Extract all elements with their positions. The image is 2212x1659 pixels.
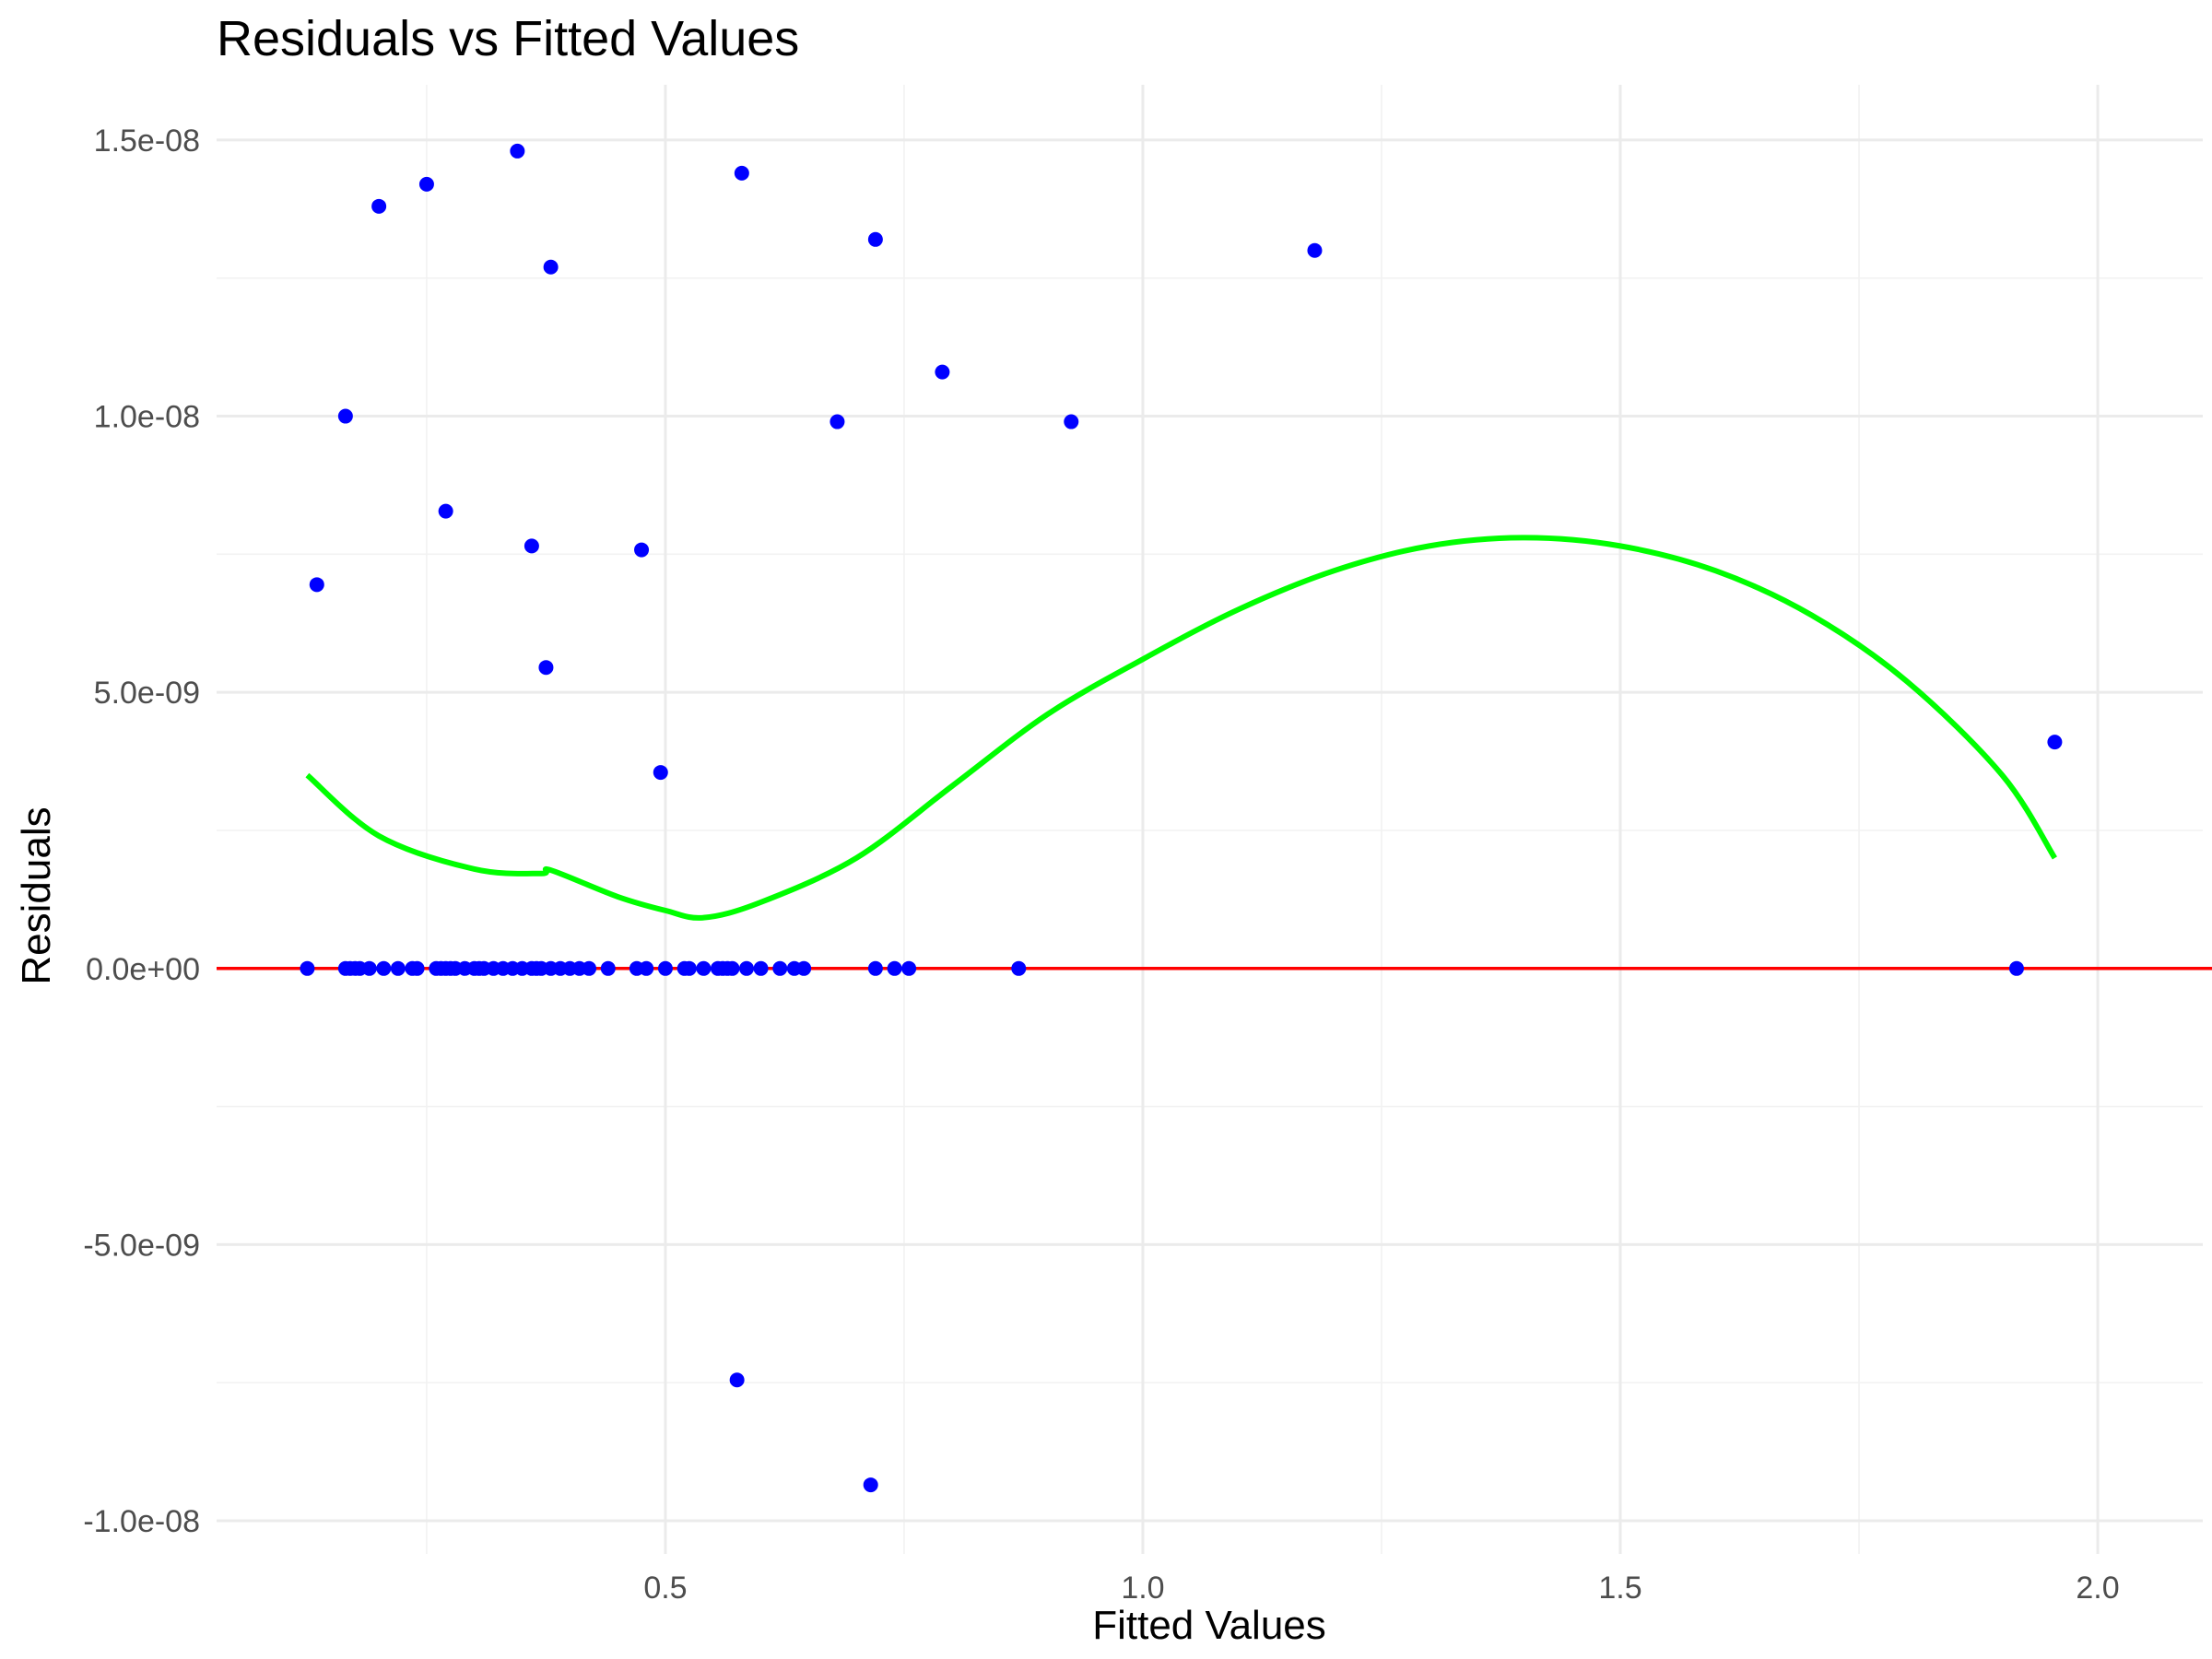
data-point: [2008, 960, 2024, 976]
y-axis-label: Residuals: [14, 806, 59, 984]
data-point: [438, 503, 453, 519]
data-point: [867, 231, 883, 247]
data-point: [867, 960, 883, 976]
data-point: [309, 577, 324, 593]
data-point: [681, 960, 697, 976]
x-tick-labels: 0.5 1.0 1.5 2.0: [643, 1571, 2119, 1606]
data-point: [361, 960, 377, 976]
data-point: [1064, 414, 1079, 429]
minor-gridlines: [217, 85, 2203, 1554]
data-point: [863, 1477, 878, 1493]
data-point: [639, 960, 654, 976]
smooth-curve-layer: [305, 535, 2057, 921]
x-tick-label: 1.0: [1121, 1571, 1164, 1606]
data-point: [418, 176, 434, 192]
x-tick-label: 1.5: [1598, 1571, 1641, 1606]
data-point: [2047, 735, 2063, 750]
data-point: [409, 960, 425, 976]
data-point: [510, 143, 525, 159]
y-tick-labels: -1.0e-08 -5.0e-09 0.0e+00 5.0e-09 1.0e-08 1.5…: [83, 124, 200, 1539]
major-gridlines: [217, 85, 2203, 1554]
data-point: [524, 538, 539, 554]
data-point: [729, 1372, 745, 1388]
data-point: [653, 765, 668, 781]
y-tick-label: 5.0e-09: [94, 676, 200, 711]
data-points-layer: [300, 143, 2063, 1493]
data-point: [543, 259, 559, 275]
y-tick-label: 1.0e-08: [94, 400, 200, 435]
data-point: [582, 960, 597, 976]
data-point: [634, 542, 650, 558]
y-tick-label: 0.0e+00: [86, 952, 200, 987]
data-point: [753, 960, 769, 976]
data-point: [901, 960, 917, 976]
data-point: [300, 960, 315, 976]
x-tick-label: 2.0: [2076, 1571, 2119, 1606]
data-point: [376, 960, 392, 976]
data-point: [657, 960, 673, 976]
data-point: [1307, 242, 1323, 258]
y-tick-label: 1.5e-08: [94, 124, 200, 159]
data-point: [887, 960, 902, 976]
data-point: [830, 414, 845, 429]
data-point: [1011, 960, 1027, 976]
x-axis-label: Fitted Values: [1092, 1603, 1326, 1648]
data-point: [734, 165, 749, 181]
chart-title: Residuals vs Fitted Values: [217, 11, 799, 66]
data-point: [390, 960, 406, 976]
data-point: [724, 960, 740, 976]
data-point: [538, 660, 554, 676]
data-point: [371, 198, 387, 214]
x-tick-label: 0.5: [643, 1571, 687, 1606]
data-point: [772, 960, 788, 976]
data-point: [337, 408, 353, 424]
data-point: [696, 960, 712, 976]
data-point: [796, 960, 812, 976]
y-tick-label: -1.0e-08: [83, 1504, 200, 1539]
y-tick-label: -5.0e-09: [83, 1228, 200, 1263]
data-point: [935, 364, 950, 380]
smooth-trend-line: [305, 535, 2057, 921]
data-point: [600, 960, 616, 976]
data-point: [739, 960, 755, 976]
